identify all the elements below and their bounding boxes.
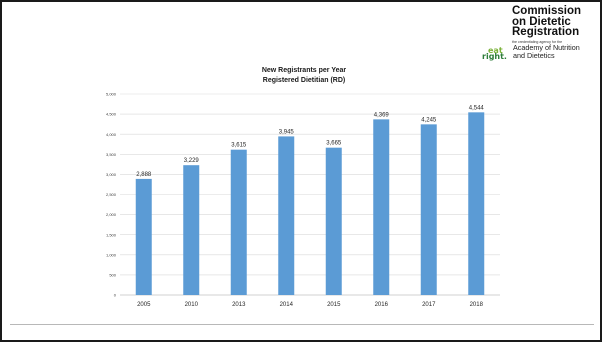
bar-2013 [230, 149, 247, 295]
logo-mark-top: eat [488, 46, 503, 55]
bar-2014 [278, 136, 295, 295]
logo-title-line-2: on Dietetic [512, 15, 571, 28]
x-tick-label-2014: 2014 [280, 302, 294, 308]
data-label-2016: 4,369 [374, 112, 390, 118]
y-tick-label: 4,500 [106, 112, 117, 117]
y-tick-label: 500 [109, 273, 116, 278]
gridlines [120, 93, 500, 296]
y-tick-label: 5,000 [106, 92, 117, 97]
data-label-2014: 3,945 [279, 129, 295, 135]
logo-title: Commission on Dietetic Registration [512, 6, 581, 38]
data-label-2005: 2,888 [136, 172, 152, 178]
data-label-2017: 4,245 [421, 117, 437, 123]
logo-title-line-1: Commission [512, 5, 582, 17]
data-label-2010: 3,229 [184, 158, 200, 164]
x-tick-label-2017: 2017 [422, 302, 436, 308]
x-tick-label-2015: 2015 [327, 302, 341, 308]
data-label-2013: 3,615 [231, 143, 247, 149]
x-tick-label-2016: 2016 [375, 302, 389, 308]
academy-line-2: and Dietetics [513, 50, 555, 60]
x-tick-label-2018: 2018 [470, 302, 484, 308]
logo-mark-bottom: right. [482, 52, 507, 61]
y-tick-label: 4,000 [106, 132, 117, 137]
bar-2016 [373, 119, 390, 295]
bar-2005 [135, 178, 152, 295]
y-tick-label: 1,500 [106, 232, 117, 237]
x-tick-label-2010: 2010 [185, 302, 199, 308]
data-label-2018: 4,544 [469, 105, 485, 111]
y-tick-label: 2,500 [106, 192, 117, 197]
footer-divider [10, 324, 594, 325]
logo-tagline: the credentialing agency for the [512, 40, 563, 44]
y-axis-ticks: 0 500 1,000 1,500 2,000 2,500 3,000 3,500 4,000 4… [106, 92, 117, 298]
bar-2010 [183, 165, 200, 295]
y-tick-label: 2,000 [106, 212, 117, 217]
x-tick-label-2005: 2005 [137, 302, 151, 308]
bar-2018 [468, 112, 485, 295]
chart-subtitle: Registered Dietitian (RD) [263, 77, 345, 84]
y-tick-label: 3,500 [106, 152, 117, 157]
x-tick-label-2013: 2013 [232, 302, 246, 308]
y-tick-label: 1,000 [106, 252, 117, 257]
bars [135, 112, 485, 295]
chart-title: New Registrants per Year [262, 67, 347, 74]
bar-2017 [420, 124, 437, 295]
eat-right-logo-icon: eat right. [480, 46, 510, 61]
y-tick-label: 0 [114, 293, 117, 298]
data-label-2015: 3,665 [326, 141, 342, 147]
y-tick-label: 3,000 [106, 172, 117, 177]
academy-line-1: Academy of Nutrition [513, 43, 580, 52]
bar-2015 [325, 147, 342, 295]
logo-title-line-3: Registration [512, 26, 580, 38]
data-labels: 2,888 3,229 3,615 3,945 3,665 4,369 4,245 4,544 [136, 105, 484, 178]
x-axis-ticks: 2005 2010 2013 2014 2015 2016 2017 2018 [137, 302, 484, 308]
academy-name: Academy of Nutrition and Dietetics [513, 44, 580, 59]
